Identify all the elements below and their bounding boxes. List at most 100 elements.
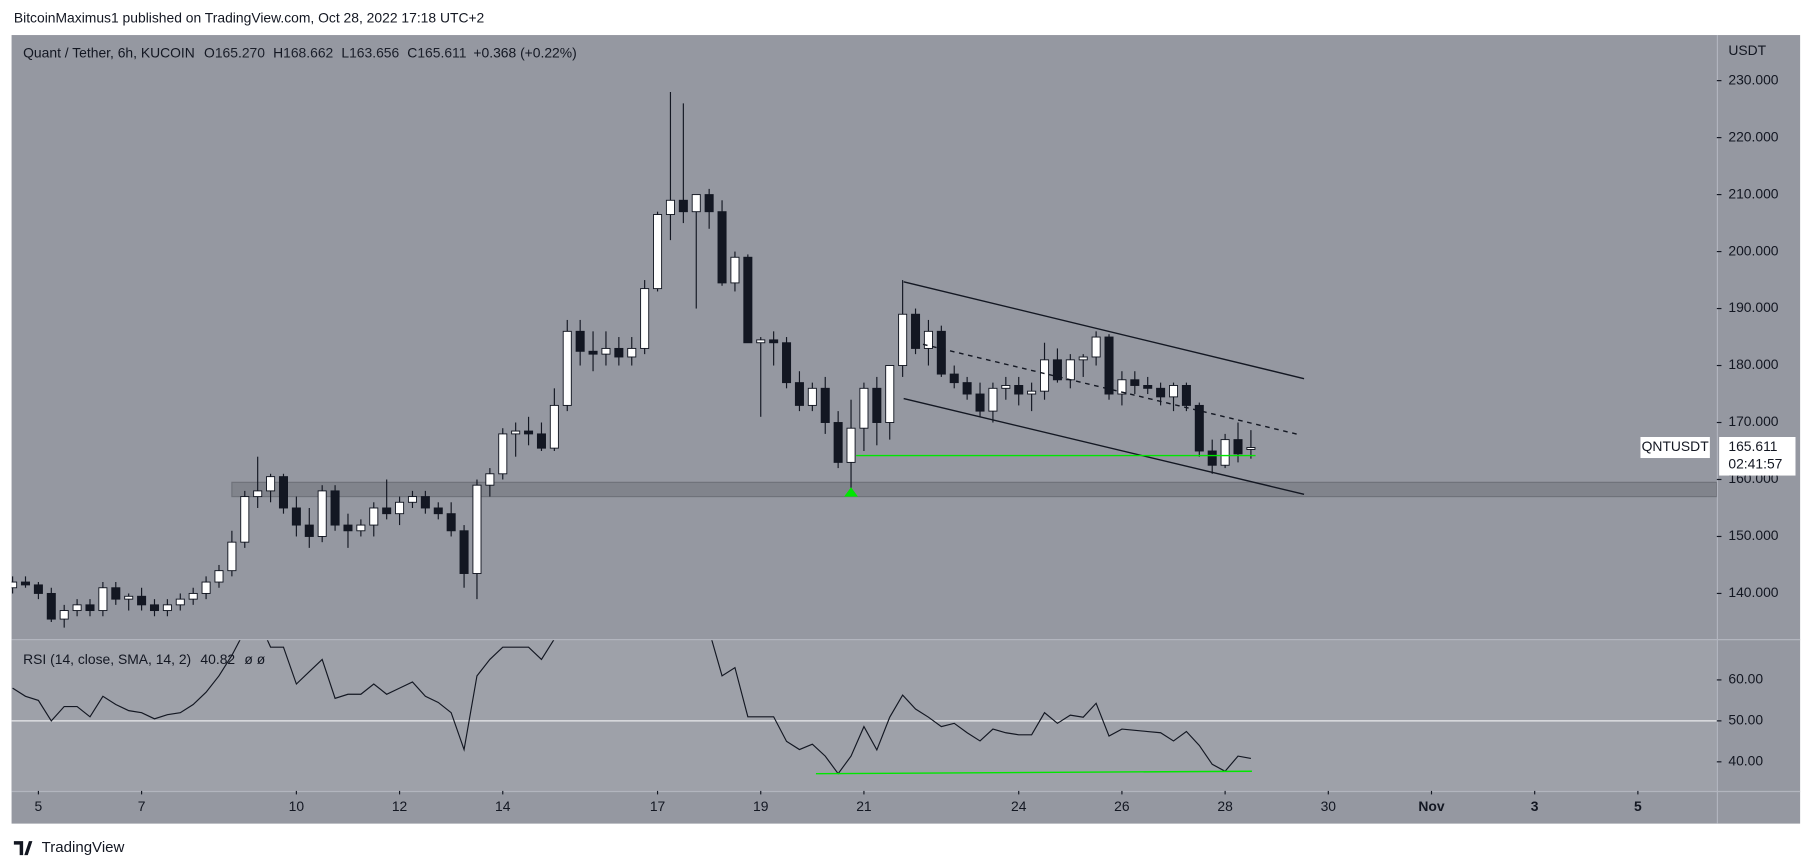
candle-body	[162, 604, 172, 612]
x-tick-label: 28	[1217, 798, 1233, 814]
candle-body	[46, 592, 56, 620]
candle-body	[498, 433, 508, 475]
candle-body	[911, 313, 921, 349]
x-tick-label: 10	[289, 798, 305, 814]
candle-body	[124, 595, 134, 600]
candle-body	[743, 256, 753, 344]
candle-body	[782, 342, 792, 384]
footer-brand: TradingView	[42, 839, 125, 856]
candle-body	[988, 387, 998, 412]
candle-body	[72, 604, 82, 612]
symbol-tag: QNTUSDT	[1642, 438, 1710, 454]
ohlc-key: L	[341, 44, 349, 60]
candle-body	[923, 330, 933, 349]
ohlc-value: 165.611	[417, 44, 466, 60]
candle-body	[446, 513, 456, 532]
candle-body	[1052, 359, 1062, 381]
x-tick-label: Nov	[1418, 798, 1444, 814]
candle-body	[820, 387, 830, 423]
overlay: 140.000150.000160.000170.000180.000190.0…	[23, 42, 1796, 814]
trend-line	[815, 770, 1252, 775]
candle-body	[420, 496, 430, 509]
trend-line	[903, 397, 1305, 495]
candle-body	[549, 404, 559, 449]
publish-header: BitcoinMaximus1 published on TradingView…	[14, 9, 485, 25]
candle-body	[730, 256, 740, 284]
candle-body	[898, 313, 908, 366]
symbol-tag-bg	[1640, 437, 1710, 459]
x-tick-label: 5	[1634, 798, 1642, 814]
x-tick-label: 19	[753, 798, 769, 814]
candle-body	[756, 339, 766, 344]
candle-body	[1104, 336, 1114, 395]
symbol-title: Quant / Tether, 6h, KUCOIN	[23, 44, 195, 60]
axis-unit: USDT	[1728, 42, 1766, 58]
price-tag-bg	[1719, 437, 1796, 476]
y-tick-label: 220.000	[1728, 128, 1778, 144]
candle-body	[343, 524, 353, 532]
candle-body	[1001, 385, 1011, 389]
candle-body	[794, 382, 804, 406]
candle-body	[601, 347, 611, 355]
ohlc-key: C	[407, 44, 417, 60]
candle-body	[588, 350, 598, 355]
price-pane	[11, 92, 1717, 628]
candle-body	[11, 581, 18, 589]
y-tick-label: 150.000	[1728, 527, 1778, 543]
symbol-legend: Quant / Tether, 6h, KUCOIN O165.270 H168.6…	[23, 44, 577, 60]
candle-body	[704, 194, 714, 213]
candle-body	[20, 581, 31, 586]
candle-body	[188, 592, 198, 600]
candle-body	[524, 430, 534, 435]
candle-body	[291, 507, 301, 526]
candle-body	[330, 490, 340, 526]
y-tick-label: 60.00	[1728, 671, 1763, 687]
x-tick-label: 30	[1321, 798, 1337, 814]
candle-body	[575, 330, 585, 352]
candle-body	[459, 530, 469, 574]
candle-body	[962, 382, 972, 395]
y-tick-label: 190.000	[1728, 299, 1778, 315]
candle-body	[214, 570, 224, 583]
candle-body	[382, 507, 392, 515]
rsi-legend: RSI (14, close, SMA, 14, 2) 40.82 ø ø	[23, 651, 266, 667]
candle-body	[511, 430, 521, 435]
candle-body	[98, 587, 108, 612]
candle-body	[227, 541, 237, 572]
candle-body	[717, 211, 727, 284]
candle-body	[369, 507, 379, 526]
candle-body	[1078, 356, 1088, 361]
ohlc-key: H	[273, 44, 283, 60]
candle-body	[975, 393, 985, 412]
candle-body	[885, 365, 895, 423]
x-tick-label: 7	[138, 798, 146, 814]
candle-body	[111, 587, 121, 600]
candle-body	[240, 496, 250, 543]
candle-body	[407, 496, 417, 503]
candle-body	[640, 288, 650, 349]
rsi-title: RSI (14, close, SMA, 14, 2)	[23, 651, 191, 667]
ohlc-value: 163.656	[349, 44, 399, 60]
candle-body	[304, 524, 314, 537]
y-tick-label: 50.00	[1728, 712, 1763, 728]
candle-body	[653, 214, 663, 290]
candle-body	[253, 490, 263, 498]
candle-body	[85, 604, 95, 612]
candle-body	[807, 387, 817, 406]
candle-body	[317, 490, 327, 537]
candle-body	[175, 598, 185, 606]
candle-body	[833, 422, 843, 463]
candle-body	[859, 387, 869, 429]
y-tick-label: 210.000	[1728, 185, 1778, 201]
candle-body	[149, 604, 160, 612]
candle-body	[485, 473, 495, 486]
y-tick-label: 140.000	[1728, 584, 1778, 600]
candle-body	[395, 501, 405, 515]
support-zone	[231, 481, 1717, 498]
rsi-value: 40.82	[200, 651, 235, 667]
candle-body	[137, 595, 147, 606]
y-tick-label: 200.000	[1728, 242, 1778, 258]
candle-body	[1181, 385, 1191, 406]
